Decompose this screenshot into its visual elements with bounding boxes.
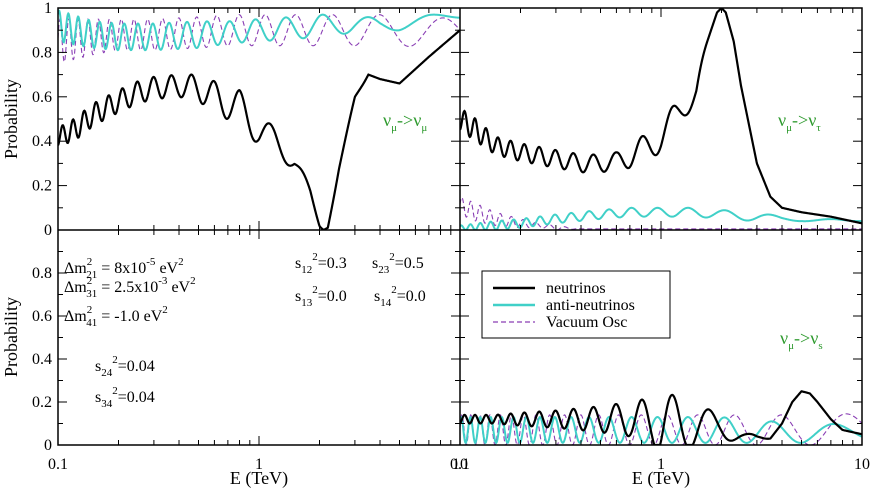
tick-marks [57, 7, 863, 446]
series-line-top-right-neutrinos [460, 8, 862, 225]
y-tick-label-top: 0.8 [32, 44, 52, 61]
x-tick-label-left: 0.1 [48, 456, 68, 473]
y-axis-label-top: Probability [1, 79, 21, 159]
y-tick-label-bottom: 0.8 [32, 265, 52, 282]
y-tick-label-top: 0.4 [32, 133, 52, 150]
channel-label-mu-tau: νμ->ντ [778, 110, 821, 134]
y-tick-label-top: 0 [44, 222, 52, 239]
series-line-bottom-right-vacuum-osc [460, 413, 862, 445]
y-tick-label-bottom: 0.2 [32, 394, 52, 411]
param-s13: s132=0.0 [295, 284, 347, 309]
series-line-top-left-neutrinos [58, 29, 460, 230]
y-tick-label-bottom: 0 [44, 437, 52, 454]
x-axis-label-left: E (TeV) [230, 468, 288, 489]
y-axis-label-bottom: Probability [1, 297, 21, 377]
param-s23: s232=0.5 [372, 251, 424, 276]
param-dm31: Δm2 31 = 2.5x10-3 eV2 [64, 275, 196, 300]
param-s14: s142=0.0 [374, 284, 426, 309]
legend-label-neutrinos: neutrinos [546, 280, 606, 297]
x-tick-label-left: 10 [452, 456, 468, 473]
legend: neutrinos anti-neutrinos Vacuum Osc [481, 270, 671, 339]
series-line-top-right-anti-neutrinos [460, 206, 862, 230]
y-tick-label-bottom: 0.6 [32, 308, 52, 325]
x-tick-label-right: 10 [854, 456, 870, 473]
channel-label-mu-mu: νμ->νμ [383, 110, 427, 134]
param-dm41: Δm2 41 = -1.0 eV2 [64, 304, 168, 329]
series-line-top-left-vacuum-osc [58, 14, 460, 64]
parameter-block: Δm2 21 = 8x10-5 eV2 Δm2 31 = 2.5x10-3 eV2 … [64, 251, 426, 410]
x-axis-label-right: E (TeV) [632, 468, 690, 489]
curves-top-left [58, 9, 460, 230]
series-line-top-left-anti-neutrinos [58, 9, 460, 52]
y-tick-label-top: 1 [44, 0, 52, 17]
param-s34: s342=0.04 [95, 385, 155, 410]
x-tick-label-right: 0.1 [450, 456, 470, 473]
param-dm21: Δm2 21 = 8x10-5 eV2 [64, 256, 184, 281]
param-s24: s242=0.04 [95, 354, 155, 379]
x-tick-label-left: 1 [255, 456, 263, 473]
y-tick-label-top: 0.6 [32, 89, 52, 106]
legend-label-vacuum-osc: Vacuum Osc [546, 314, 627, 331]
param-s12: s122=0.3 [295, 251, 347, 276]
channel-label-mu-s: νμ->νs [780, 328, 823, 352]
y-tick-label-top: 0.2 [32, 178, 52, 195]
y-tick-label-bottom: 0.4 [32, 351, 52, 368]
x-tick-label-right: 1 [657, 456, 665, 473]
legend-label-anti-neutrinos: anti-neutrinos [546, 297, 635, 314]
